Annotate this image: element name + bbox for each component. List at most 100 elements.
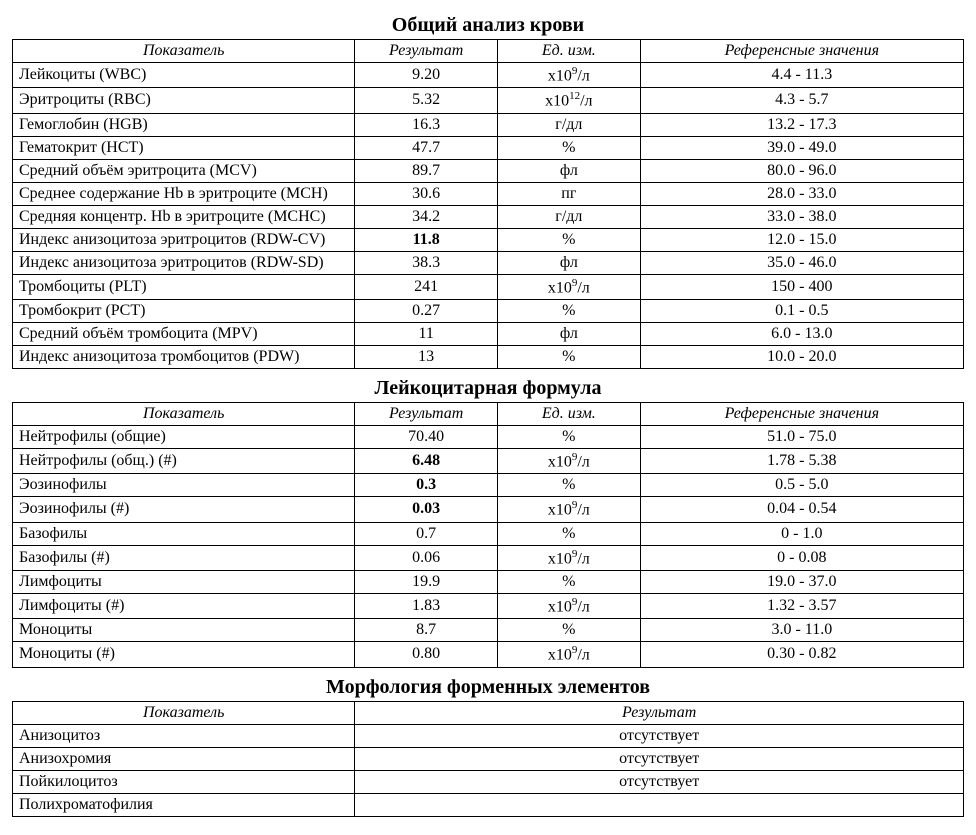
- cell-result: 0.80: [355, 642, 498, 667]
- cell-name: Средний объём тромбоцита (MPV): [13, 322, 355, 345]
- cell-unit: %: [498, 522, 641, 545]
- table-row: Индекс анизоцитоза эритроцитов (RDW-CV) 1…: [13, 228, 964, 251]
- table-row: Пойкилоцитозотсутствует: [13, 770, 964, 793]
- table-row: Индекс анизоцитоза тромбоцитов (PDW)13%1…: [13, 345, 964, 368]
- cell-unit: х109/л: [498, 593, 641, 618]
- cell-ref: 12.0 - 15.0: [640, 228, 963, 251]
- cell-result: 1.83: [355, 593, 498, 618]
- table-row: Средний объём эритроцита (MCV)89.7фл80.0…: [13, 159, 964, 182]
- cell-name: Нейтрофилы (общ.) (#): [13, 448, 355, 473]
- cell-name: Лимфоциты: [13, 570, 355, 593]
- header-name: Показатель: [13, 402, 355, 425]
- cell-name: Пойкилоцитоз: [13, 770, 355, 793]
- header-ref: Референсные значения: [640, 402, 963, 425]
- cell-name: Моноциты: [13, 619, 355, 642]
- cell-unit: %: [498, 570, 641, 593]
- table-row: Тромбокрит (PCT)0.27%0.1 - 0.5: [13, 299, 964, 322]
- table-row: Лимфоциты (#)1.83х109/л1.32 - 3.57: [13, 593, 964, 618]
- cell-ref: 4.3 - 5.7: [640, 88, 963, 113]
- table-wbc: Показатель Результат Ед. изм. Референсны…: [12, 402, 964, 668]
- cell-ref: 0.1 - 0.5: [640, 299, 963, 322]
- cell-unit: х109/л: [498, 497, 641, 522]
- cell-result: 241: [355, 274, 498, 299]
- table-row: Гемоглобин (HGB)16.3г/дл13.2 - 17.3: [13, 113, 964, 136]
- cell-result: отсутствует: [355, 724, 964, 747]
- cell-name: Лимфоциты (#): [13, 593, 355, 618]
- table-morph: Показатель Результат Анизоцитозотсутству…: [12, 701, 964, 817]
- cell-name: Анизохромия: [13, 747, 355, 770]
- cell-ref: 0.04 - 0.54: [640, 497, 963, 522]
- table-header-row: Показатель Результат Ед. изм. Референсны…: [13, 402, 964, 425]
- cell-unit: х109/л: [498, 448, 641, 473]
- table-row: Базофилы0.7%0 - 1.0: [13, 522, 964, 545]
- cell-ref: 0 - 1.0: [640, 522, 963, 545]
- cell-unit: х109/л: [498, 545, 641, 570]
- cell-result: 30.6: [355, 182, 498, 205]
- table-row: Индекс анизоцитоза эритроцитов (RDW-SD)3…: [13, 251, 964, 274]
- header-unit: Ед. изм.: [498, 40, 641, 63]
- cell-name: Гемоглобин (HGB): [13, 113, 355, 136]
- cell-unit: %: [498, 299, 641, 322]
- cell-result: 6.48: [355, 448, 498, 473]
- cell-unit: %: [498, 228, 641, 251]
- cell-name: Тромбоциты (PLT): [13, 274, 355, 299]
- header-result: Результат: [355, 40, 498, 63]
- table-row: Анизохромияотсутствует: [13, 747, 964, 770]
- cell-result: 5.32: [355, 88, 498, 113]
- cell-result: 0.03: [355, 497, 498, 522]
- cell-result: 0.06: [355, 545, 498, 570]
- cell-name: Анизоцитоз: [13, 724, 355, 747]
- section-title-wbc: Лейкоцитарная формула: [12, 377, 964, 400]
- cell-result: 47.7: [355, 136, 498, 159]
- cell-ref: 13.2 - 17.3: [640, 113, 963, 136]
- cell-result: [355, 793, 964, 816]
- cell-result: 0.7: [355, 522, 498, 545]
- cell-ref: 19.0 - 37.0: [640, 570, 963, 593]
- cell-name: Средний объём эритроцита (MCV): [13, 159, 355, 182]
- cell-result: 11: [355, 322, 498, 345]
- cell-name: Моноциты (#): [13, 642, 355, 667]
- cell-unit: фл: [498, 251, 641, 274]
- table-row: Тромбоциты (PLT)241х109/л150 - 400: [13, 274, 964, 299]
- cell-result: 16.3: [355, 113, 498, 136]
- table-header-row: Показатель Результат Ед. изм. Референсны…: [13, 40, 964, 63]
- cell-ref: 1.78 - 5.38: [640, 448, 963, 473]
- cell-name: Эозинофилы (#): [13, 497, 355, 522]
- cell-name: Эритроциты (RBC): [13, 88, 355, 113]
- header-result: Результат: [355, 701, 964, 724]
- cell-name: Гематокрит (HCT): [13, 136, 355, 159]
- cell-unit: %: [498, 619, 641, 642]
- cell-ref: 28.0 - 33.0: [640, 182, 963, 205]
- cell-name: Базофилы (#): [13, 545, 355, 570]
- cell-name: Нейтрофилы (общие): [13, 425, 355, 448]
- table-row: Моноциты (#)0.80х109/л0.30 - 0.82: [13, 642, 964, 667]
- cell-name: Полихроматофилия: [13, 793, 355, 816]
- cell-result: 9.20: [355, 63, 498, 88]
- cell-ref: 0 - 0.08: [640, 545, 963, 570]
- cell-name: Индекс анизоцитоза эритроцитов (RDW-CV): [13, 228, 355, 251]
- cell-ref: 3.0 - 11.0: [640, 619, 963, 642]
- section-title-morph: Морфология форменных элементов: [12, 676, 964, 699]
- table-row: Полихроматофилия: [13, 793, 964, 816]
- cell-name: Средняя концентр. Hb в эритроците (MCHC): [13, 205, 355, 228]
- cell-ref: 39.0 - 49.0: [640, 136, 963, 159]
- cell-result: 89.7: [355, 159, 498, 182]
- cell-result: 70.40: [355, 425, 498, 448]
- cell-ref: 0.30 - 0.82: [640, 642, 963, 667]
- cell-result: 8.7: [355, 619, 498, 642]
- table-row: Эритроциты (RBC)5.32х1012/л4.3 - 5.7: [13, 88, 964, 113]
- table-row: Лимфоциты19.9%19.0 - 37.0: [13, 570, 964, 593]
- table-row: Моноциты8.7%3.0 - 11.0: [13, 619, 964, 642]
- cell-result: 38.3: [355, 251, 498, 274]
- table-row: Средняя концентр. Hb в эритроците (MCHC)…: [13, 205, 964, 228]
- cell-ref: 150 - 400: [640, 274, 963, 299]
- cell-ref: 51.0 - 75.0: [640, 425, 963, 448]
- cell-name: Эозинофилы: [13, 474, 355, 497]
- cell-result: 13: [355, 345, 498, 368]
- cell-ref: 80.0 - 96.0: [640, 159, 963, 182]
- cell-unit: х109/л: [498, 63, 641, 88]
- cell-unit: %: [498, 345, 641, 368]
- header-name: Показатель: [13, 40, 355, 63]
- table-row: Нейтрофилы (общ.) (#)6.48х109/л1.78 - 5.…: [13, 448, 964, 473]
- cell-unit: х109/л: [498, 642, 641, 667]
